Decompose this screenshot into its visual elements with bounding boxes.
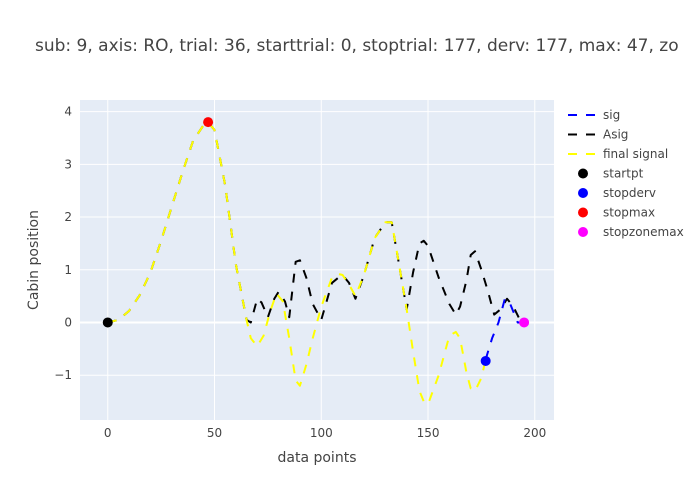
legend-item[interactable]: stopderv [578,186,656,200]
series-line-Asig [107,121,525,324]
series-lines [107,121,525,406]
marker-stopzonemax[interactable] [519,317,530,328]
grid-lines [80,100,554,420]
x-tick-label: 150 [417,426,440,440]
legend-marker-swatch [578,227,588,237]
series-line-final-signal [107,121,487,406]
legend-label: stopmax [603,206,655,220]
x-axis-title: data points [278,450,357,466]
legend-item[interactable]: final signal [568,147,668,161]
plot-area [80,100,554,420]
legend-item[interactable]: sig [568,108,620,122]
y-tick-label: 2 [64,210,72,224]
marker-startpt[interactable] [102,317,113,328]
legend-label: stopzonemax [603,225,684,239]
y-tick-label: 4 [64,105,72,119]
x-tick-label: 100 [310,426,333,440]
legend-label: Asig [603,128,628,142]
legend-marker-swatch [578,207,588,218]
series-markers [102,117,530,366]
x-tick-label: 200 [523,426,546,440]
legend-item[interactable]: startpt [578,167,644,181]
legend-marker-swatch [578,188,588,198]
y-tick-labels: −1 0 1 2 3 4 [54,105,72,383]
legend-marker-swatch [578,168,588,179]
y-tick-label: 1 [64,263,72,277]
legend-item[interactable]: stopmax [578,206,655,220]
legend-item[interactable]: stopzonemax [578,225,684,239]
legend-label: final signal [603,147,668,161]
y-tick-label: −1 [54,368,72,382]
legend-label: stopderv [603,186,656,200]
x-tick-label: 0 [104,426,112,440]
legend-label: sig [603,108,620,122]
legend-item[interactable]: Asig [568,128,628,142]
x-tick-labels: 0 50 100 150 200 [104,426,546,440]
marker-stopderv[interactable] [480,355,491,366]
marker-stopmax[interactable] [203,117,214,128]
y-tick-label: 3 [64,157,72,171]
chart-title: sub: 9, axis: RO, trial: 36, starttrial:… [35,36,679,56]
y-tick-label: 0 [64,315,72,329]
x-tick-label: 50 [207,426,222,440]
series-line-sig [484,297,525,360]
y-axis-title: Cabin position [26,210,42,310]
legend-label: startpt [603,167,644,181]
legend[interactable]: sig Asig final signal startpt stopderv stopma… [568,108,684,239]
